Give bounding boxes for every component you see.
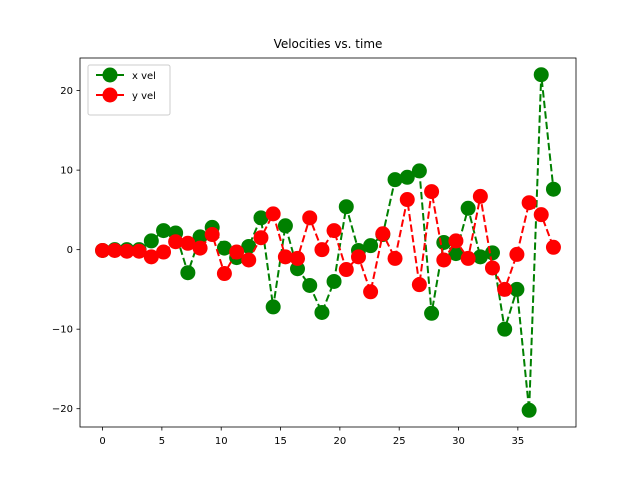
data-point <box>241 238 257 254</box>
data-point <box>460 200 476 216</box>
legend-label: y vel <box>132 91 156 102</box>
data-point <box>363 284 379 300</box>
data-point <box>460 250 476 266</box>
data-point <box>472 188 488 204</box>
data-point <box>387 172 403 188</box>
data-point <box>168 234 184 250</box>
x-tick-label: 10 <box>215 436 228 447</box>
data-point <box>302 210 318 226</box>
data-point <box>399 192 415 208</box>
data-point <box>375 226 391 242</box>
data-point <box>277 218 293 234</box>
x-tick-label: 5 <box>159 436 165 447</box>
data-point <box>302 277 318 293</box>
data-point <box>192 229 208 245</box>
x-tick-label: 0 <box>99 436 105 447</box>
plot-frame <box>79 57 577 428</box>
data-point <box>253 230 269 246</box>
data-point <box>265 299 281 315</box>
data-point <box>497 321 513 337</box>
x-tick-label: 25 <box>393 436 406 447</box>
data-point <box>95 242 111 258</box>
data-point <box>204 227 220 243</box>
data-point <box>509 281 525 297</box>
chart-title: Velocities vs. time <box>274 37 383 51</box>
data-point <box>338 262 354 278</box>
data-point <box>216 266 232 282</box>
x-tick-label: 30 <box>452 436 465 447</box>
legend-marker <box>102 67 118 83</box>
data-point <box>448 233 464 249</box>
data-point <box>180 265 196 281</box>
data-point <box>411 163 427 179</box>
data-point <box>424 305 440 321</box>
data-point <box>424 184 440 200</box>
data-point <box>472 249 488 265</box>
y-tick-label: 20 <box>60 86 73 97</box>
data-point <box>143 233 159 249</box>
data-point <box>326 273 342 289</box>
data-point <box>363 238 379 254</box>
data-point <box>509 246 525 262</box>
data-point <box>399 169 415 185</box>
data-point <box>314 242 330 258</box>
legend-box <box>87 64 171 116</box>
x-tick-label: 20 <box>333 436 346 447</box>
data-point <box>314 304 330 320</box>
legend-label: x vel <box>132 71 156 82</box>
y-tick-label: 10 <box>60 166 73 177</box>
data-point <box>521 195 537 211</box>
data-point <box>533 67 549 83</box>
data-point <box>338 199 354 215</box>
y-tick-label: −20 <box>52 404 73 415</box>
x-tick-label: 15 <box>274 436 287 447</box>
data-point <box>326 223 342 239</box>
data-point <box>265 206 281 222</box>
data-point <box>387 250 403 266</box>
data-point <box>216 240 232 256</box>
data-point <box>253 210 269 226</box>
data-point <box>290 250 306 266</box>
data-point <box>545 239 561 255</box>
data-point <box>156 244 172 260</box>
y-tick-label: 0 <box>67 245 73 256</box>
legend-marker <box>102 87 118 103</box>
data-point <box>119 243 135 259</box>
data-point <box>436 252 452 268</box>
data-point <box>484 260 500 276</box>
data-point <box>156 223 172 239</box>
data-point <box>350 249 366 265</box>
data-point <box>241 252 257 268</box>
data-point <box>143 249 159 265</box>
data-point <box>290 261 306 277</box>
x-tick-label: 35 <box>511 436 524 447</box>
data-point <box>277 249 293 265</box>
data-point <box>131 243 147 259</box>
data-point <box>229 244 245 260</box>
data-point <box>107 242 123 258</box>
data-point <box>521 402 537 418</box>
data-point <box>497 281 513 297</box>
data-point <box>448 246 464 262</box>
data-point <box>545 181 561 197</box>
data-point <box>533 207 549 223</box>
data-point <box>411 277 427 293</box>
y-tick-label: −10 <box>52 325 73 336</box>
data-point <box>180 235 196 251</box>
data-point <box>192 240 208 256</box>
data-point <box>484 245 500 261</box>
